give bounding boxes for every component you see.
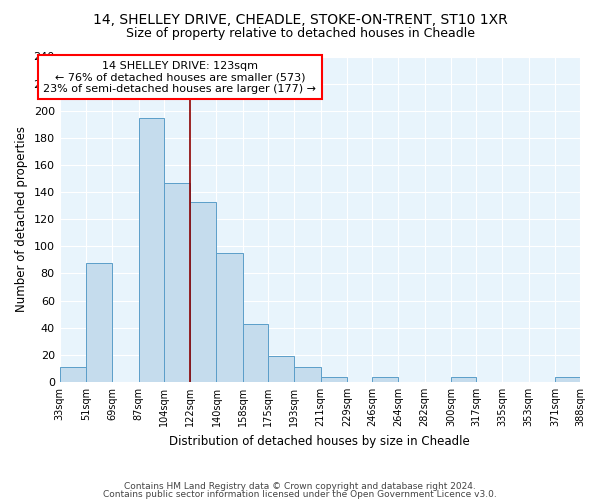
Bar [268, 356, 294, 382]
X-axis label: Distribution of detached houses by size in Cheadle: Distribution of detached houses by size … [169, 434, 470, 448]
Bar [139, 118, 164, 382]
Text: 14 SHELLEY DRIVE: 123sqm
← 76% of detached houses are smaller (573)
23% of semi-: 14 SHELLEY DRIVE: 123sqm ← 76% of detach… [43, 60, 316, 94]
Bar [294, 367, 320, 382]
Text: Contains HM Land Registry data © Crown copyright and database right 2024.: Contains HM Land Registry data © Crown c… [124, 482, 476, 491]
Bar [320, 376, 347, 382]
Bar [372, 376, 398, 382]
Bar [217, 253, 243, 382]
Bar [164, 182, 190, 382]
Text: Contains public sector information licensed under the Open Government Licence v3: Contains public sector information licen… [103, 490, 497, 499]
Text: 14, SHELLEY DRIVE, CHEADLE, STOKE-ON-TRENT, ST10 1XR: 14, SHELLEY DRIVE, CHEADLE, STOKE-ON-TRE… [92, 12, 508, 26]
Bar [59, 367, 86, 382]
Y-axis label: Number of detached properties: Number of detached properties [15, 126, 28, 312]
Bar [243, 324, 268, 382]
Bar [451, 376, 476, 382]
Text: Size of property relative to detached houses in Cheadle: Size of property relative to detached ho… [125, 28, 475, 40]
Bar [86, 262, 112, 382]
Bar [190, 202, 217, 382]
Bar [555, 376, 580, 382]
